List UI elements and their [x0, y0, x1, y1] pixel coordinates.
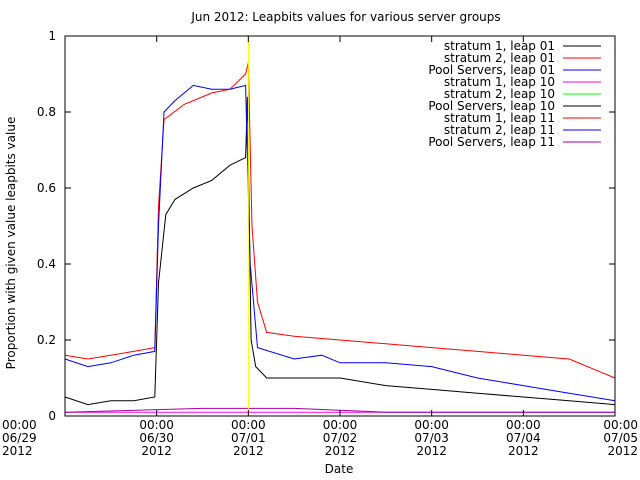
x-tick-time: 00:00: [139, 418, 174, 432]
y-axis-label: Proportion with given value leapbits val…: [4, 117, 18, 370]
x-tick-date: 07/04: [506, 431, 541, 445]
series-line-1: [64, 96, 616, 406]
x-tick-date: 07/01: [231, 431, 266, 445]
x-tick-time: 00:00: [231, 418, 266, 432]
x-tick-year: 2012: [141, 444, 172, 458]
legend-label: stratum 1, leap 01: [444, 39, 555, 53]
x-tick-date: 07/03: [414, 431, 449, 445]
x-tick-date: 06/30: [139, 431, 174, 445]
y-tick-label: 0.4: [37, 257, 56, 271]
x-tick-year: 2012: [607, 444, 638, 458]
legend-label: Pool Servers, leap 11: [428, 135, 555, 149]
y-tick-label: 0.6: [37, 181, 56, 195]
legend-label: stratum 2, leap 11: [444, 123, 555, 137]
x-tick-time: 00:00: [506, 418, 541, 432]
x-tick-time: 00:00: [603, 418, 638, 432]
series-line-9: [64, 407, 615, 413]
legend-label: stratum 1, leap 10: [444, 75, 555, 89]
x-tick-date: 07/02: [323, 431, 358, 445]
y-tick-label: 0: [48, 409, 56, 423]
series-line-2: [64, 62, 616, 379]
x-axis-label: Date: [325, 462, 354, 476]
x-tick-year: 2012: [416, 444, 447, 458]
x-tick-time: 00:00: [323, 418, 358, 432]
y-tick-label: 0.8: [37, 105, 56, 119]
series-line-3: [64, 84, 616, 402]
x-tick-date: 07/05: [603, 431, 638, 445]
legend-label: stratum 2, leap 10: [444, 87, 555, 101]
legend-label: stratum 2, leap 01: [444, 51, 555, 65]
legend-label: stratum 1, leap 11: [444, 111, 555, 125]
x-tick-date: 06/29: [2, 431, 37, 445]
legend-label: Pool Servers, leap 10: [428, 99, 555, 113]
plot-frame: [64, 35, 616, 417]
x-tick-year: 2012: [325, 444, 356, 458]
x-tick-time: 00:00: [2, 418, 37, 432]
x-tick-time: 00:00: [414, 418, 449, 432]
y-tick-label: 1: [48, 29, 56, 43]
x-tick-year: 2012: [2, 444, 33, 458]
y-tick-label: 0.2: [37, 333, 56, 347]
x-tick-year: 2012: [508, 444, 539, 458]
tick-layer: 00.20.40.60.8100:0006/29201200:0006/3020…: [2, 29, 638, 458]
x-tick-year: 2012: [233, 444, 264, 458]
legend-label: Pool Servers, leap 01: [428, 63, 555, 77]
chart-title: Jun 2012: Leapbits values for various se…: [190, 10, 500, 24]
